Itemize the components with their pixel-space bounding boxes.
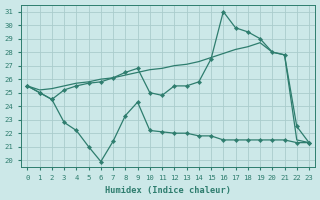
X-axis label: Humidex (Indice chaleur): Humidex (Indice chaleur) xyxy=(105,186,231,195)
